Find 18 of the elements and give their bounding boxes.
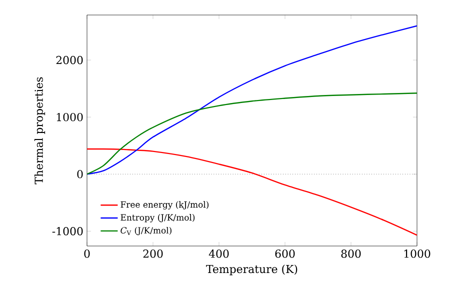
y-tick-label: -1000: [52, 227, 83, 236]
y-tick-label: 1000: [56, 112, 83, 122]
x-tick-label: 200: [143, 250, 163, 258]
x-axis-title: Temperature (K): [206, 264, 298, 276]
x-tick-label: 800: [341, 250, 361, 258]
line-series: [87, 148, 418, 236]
y-tick-label: 2000: [56, 56, 83, 64]
line-series: [87, 92, 418, 175]
legend-label: Free energy (kJ/mol): [120, 201, 209, 210]
y-tick-label: 0: [77, 170, 83, 178]
legend-label: Entropy (J/K/mol): [120, 214, 195, 222]
x-tick-label: 1000: [404, 250, 430, 258]
x-tick-label: 0: [84, 250, 90, 258]
x-tick-label: 600: [275, 250, 295, 258]
x-tick-label: 400: [208, 250, 229, 258]
legend-label: C$_{V}$ (J/K/mol): [120, 226, 172, 236]
line-series: [87, 25, 418, 175]
y-axis-title: Thermal properties: [34, 77, 46, 184]
